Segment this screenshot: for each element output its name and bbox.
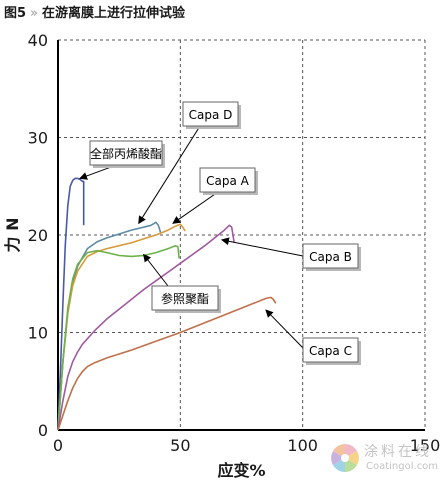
y-tick-label: 30 <box>28 129 48 148</box>
annotation-label: Capa B <box>309 250 352 264</box>
annotation-label: Capa A <box>206 174 250 188</box>
caption-separator: » <box>30 6 39 21</box>
watermark-text-cn: 涂料在线 <box>364 444 432 460</box>
figure-caption: 图5» 在游离膜上进行拉伸试验 <box>4 2 185 21</box>
y-tick-label: 40 <box>28 31 48 50</box>
series-line <box>57 244 180 431</box>
annotation-label: Capa C <box>309 344 352 358</box>
annotation-arrow <box>220 237 304 257</box>
annotation-arrow <box>143 253 169 287</box>
series-line <box>57 296 277 431</box>
annotation-box <box>302 243 359 269</box>
grid <box>58 39 426 430</box>
watermark-text-en: Coatingol.com <box>366 461 439 472</box>
annotation-box <box>199 167 256 193</box>
annotation-label: 全部丙烯酸酯 <box>90 146 162 161</box>
y-tick-label: 20 <box>28 226 48 245</box>
y-axis-title: 力 N <box>3 218 22 253</box>
annotation-arrow <box>172 191 219 224</box>
annotation-box <box>302 337 359 363</box>
watermark-logo-icon <box>331 444 359 472</box>
axes <box>57 40 425 431</box>
annotation-box <box>151 285 219 311</box>
x-axis-title: 应变% <box>217 461 265 480</box>
series-line <box>57 177 85 431</box>
series-line <box>57 224 235 431</box>
x-tick-label: 100 <box>287 436 318 455</box>
annotation-box <box>182 101 239 127</box>
annotation-label: 参照聚酯 <box>161 291 209 306</box>
annotation-box <box>89 140 163 166</box>
series-line <box>57 223 186 431</box>
x-tick-label: 0 <box>53 436 63 455</box>
figure-number: 图5 <box>4 6 27 21</box>
watermark: 涂料在线 Coatingol.com <box>330 441 438 479</box>
annotation-arrow <box>265 309 306 351</box>
y-tick-label: 10 <box>28 324 48 343</box>
series-lines <box>57 177 277 431</box>
annotation-label: Capa D <box>189 108 233 122</box>
annotations: 全部丙烯酸酯 Capa D Capa A Capa B 参照聚酯 Capa C <box>79 101 361 365</box>
y-tick-label: 0 <box>38 421 48 440</box>
axis-labels: 0 10 20 30 40 0 50 100 150 应变% 力 N <box>3 31 440 480</box>
x-tick-label: 50 <box>170 436 190 455</box>
annotation-arrow <box>138 125 201 225</box>
x-tick-label: 150 <box>410 436 441 455</box>
figure-title: 在游离膜上进行拉伸试验 <box>42 6 186 21</box>
